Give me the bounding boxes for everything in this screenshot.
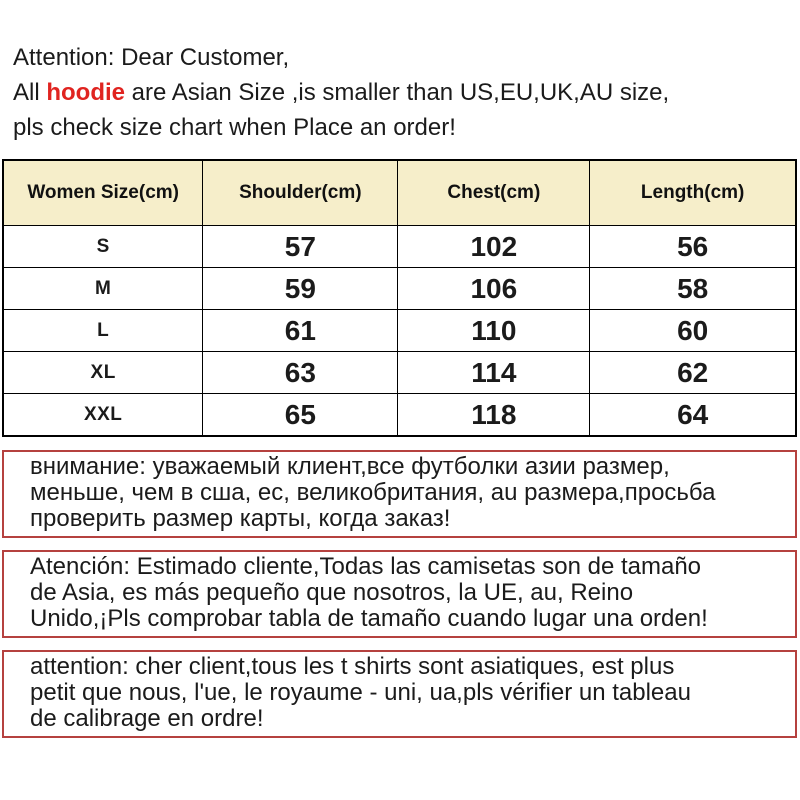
shoulder-value: 61: [202, 309, 399, 352]
length-value: 64: [589, 393, 797, 437]
chest-value: 106: [397, 267, 591, 310]
shoulder-value: 65: [202, 393, 399, 437]
length-value: 58: [589, 267, 797, 310]
size-label: S: [2, 225, 204, 268]
attention-header: Attention: Dear Customer, All hoodie are…: [0, 0, 800, 145]
chest-value: 102: [397, 225, 591, 268]
header-line-2-prefix: All: [13, 79, 47, 106]
size-label: XXL: [2, 393, 204, 437]
notice-line: de calibrage en ordre!: [30, 705, 264, 732]
length-value: 62: [589, 351, 797, 394]
size-table: Women Size(cm) Shoulder(cm) Chest(cm) Le…: [2, 159, 797, 437]
header-line-2: All hoodie are Asian Size ,is smaller th…: [13, 75, 800, 110]
chest-value: 110: [397, 309, 591, 352]
notice-line: внимание: уважаемый клиент,все футболки …: [30, 453, 670, 480]
shoulder-value: 59: [202, 267, 399, 310]
col-header-shoulder: Shoulder(cm): [202, 159, 399, 226]
notice-french: attention: cher client,tous les t shirts…: [2, 650, 797, 738]
notice-line: de Asia, es más pequeño que nosotros, la…: [30, 579, 634, 606]
size-table-header-row: Women Size(cm) Shoulder(cm) Chest(cm) Le…: [2, 159, 797, 226]
chest-value: 118: [397, 393, 591, 437]
table-row-xxl: XXL 65 118 64: [2, 393, 797, 437]
size-label: L: [2, 309, 204, 352]
col-header-length: Length(cm): [589, 159, 797, 226]
col-header-women-size: Women Size(cm): [2, 159, 204, 226]
col-header-chest: Chest(cm): [397, 159, 591, 226]
hoodie-highlight: hoodie: [46, 79, 125, 106]
notice-line: проверить размер карты, когда заказ!: [30, 505, 451, 532]
notice-line: attention: cher client,tous les t shirts…: [30, 653, 675, 680]
size-label: M: [2, 267, 204, 310]
notice-line: Unido,¡Pls comprobar tabla de tamaño cua…: [30, 605, 708, 632]
chest-value: 114: [397, 351, 591, 394]
notice-russian: внимание: уважаемый клиент,все футболки …: [2, 450, 797, 538]
size-label: XL: [2, 351, 204, 394]
table-row-l: L 61 110 60: [2, 309, 797, 352]
notice-spanish: Atención: Estimado cliente,Todas las cam…: [2, 550, 797, 638]
table-row-m: M 59 106 58: [2, 267, 797, 310]
table-row-xl: XL 63 114 62: [2, 351, 797, 394]
header-line-1: Attention: Dear Customer,: [13, 44, 290, 71]
header-line-2-suffix: are Asian Size ,is smaller than US,EU,UK…: [125, 79, 670, 106]
size-chart-page: Attention: Dear Customer, All hoodie are…: [0, 0, 800, 738]
table-row-s: S 57 102 56: [2, 225, 797, 268]
header-line-3: pls check size chart when Place an order…: [13, 114, 456, 141]
notice-line: petit que nous, l'ue, le royaume - uni, …: [30, 679, 691, 706]
shoulder-value: 57: [202, 225, 399, 268]
length-value: 60: [589, 309, 797, 352]
shoulder-value: 63: [202, 351, 399, 394]
notice-line: меньше, чем в сша, ес, великобритания, a…: [30, 479, 716, 506]
notice-line: Atención: Estimado cliente,Todas las cam…: [30, 553, 702, 580]
length-value: 56: [589, 225, 797, 268]
